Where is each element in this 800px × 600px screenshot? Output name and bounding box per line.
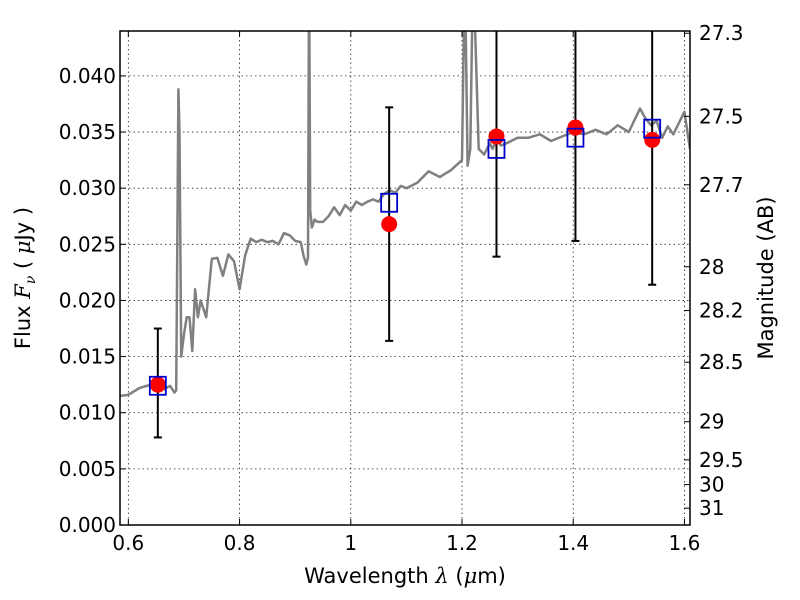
y2-tick-label: 27.3 — [699, 21, 744, 45]
x-tick-label: 1 — [344, 531, 357, 555]
x-axis-label-symbol: λ — [434, 564, 448, 588]
y2-tick-label: 29 — [699, 410, 724, 434]
x-axis-label-unit-open: ( — [449, 564, 464, 588]
x-axis-label-prefix: Wavelength — [304, 564, 435, 588]
y-axis-label-symbol: F — [11, 283, 35, 300]
observed-point — [149, 376, 166, 393]
x-tick-label: 1.2 — [446, 531, 478, 555]
observed-point — [381, 216, 398, 233]
plot-area — [120, 31, 690, 439]
x-axis-label: Wavelength λ (μm) — [304, 564, 506, 588]
x-axis-label-unit-mu: μ — [464, 564, 478, 588]
y-axis-label: Flux Fν ( μJy ) — [11, 207, 39, 349]
y-axis-label-prefix: Flux — [11, 299, 35, 349]
model-point — [148, 375, 167, 396]
y2-axis-label: Magnitude (AB) — [754, 196, 778, 359]
y-axis-label-unit-open: ( — [11, 254, 35, 276]
observed-point — [488, 128, 505, 145]
y-tick-label: 0.010 — [59, 401, 116, 425]
y-tick-label: 0.040 — [59, 64, 116, 88]
x-axis-label-unit-close: m) — [477, 564, 506, 588]
y2-tick-label: 30 — [699, 473, 724, 497]
y-tick-label: 0.005 — [59, 457, 116, 481]
y-tick-label: 0.020 — [59, 288, 116, 312]
model-point — [566, 127, 585, 148]
x-tick-label: 0.6 — [112, 531, 144, 555]
observed-point — [644, 131, 661, 148]
model-point — [380, 192, 399, 213]
y-tick-label: 0.015 — [59, 345, 116, 369]
y-axis-label-unit-mu: μ — [11, 240, 35, 254]
observed-point — [567, 119, 584, 136]
y2-tick-label: 27.7 — [699, 173, 744, 197]
model-point — [643, 118, 662, 139]
grid — [120, 31, 690, 526]
spectrum-line — [120, 31, 690, 398]
y-axis-label-subscript: ν — [23, 275, 39, 284]
x-tick-label: 0.8 — [224, 531, 256, 555]
y-tick-label: 0.035 — [59, 120, 116, 144]
x-tick-label: 1.6 — [669, 531, 701, 555]
y2-tick-label: 31 — [699, 496, 724, 520]
plot-frame — [119, 30, 691, 526]
model-point — [487, 138, 506, 159]
ticks: 0.6 0.8 1 1.2 1.4 1.6 0.000 0.005 0.010 0.015 0.02… — [59, 21, 744, 555]
y2-tick-label: 29.5 — [699, 448, 744, 472]
y2-tick-label: 28.5 — [699, 350, 744, 374]
y2-tick-label: 27.5 — [699, 104, 744, 128]
y-axis-label-unit-close: Jy ) — [11, 207, 35, 243]
x-tick-label: 1.4 — [557, 531, 589, 555]
y-tick-label: 0.030 — [59, 176, 116, 200]
y-tick-label: 0.000 — [59, 513, 116, 537]
y2-tick-label: 28.2 — [699, 299, 744, 323]
y2-tick-label: 28 — [699, 255, 724, 279]
data-layer — [120, 31, 690, 439]
y-tick-label: 0.025 — [59, 232, 116, 256]
